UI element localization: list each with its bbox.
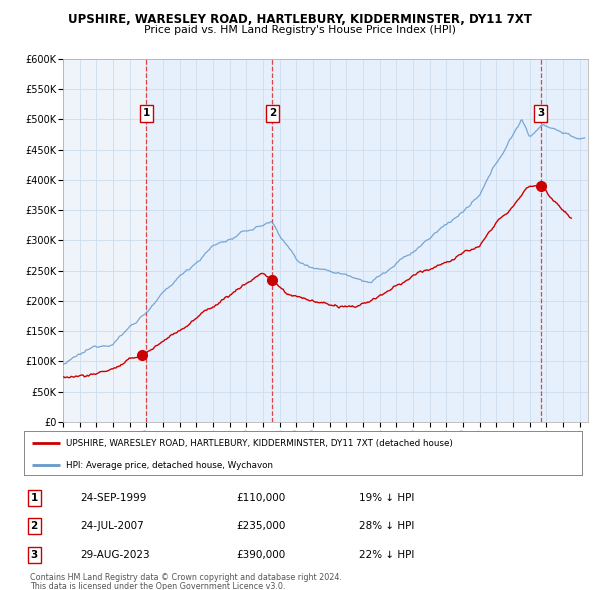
Text: 3: 3 [537,109,544,119]
Text: 2: 2 [269,109,276,119]
Text: 1: 1 [143,109,150,119]
Bar [146,59,272,422]
Text: £235,000: £235,000 [236,522,286,532]
Text: 19% ↓ HPI: 19% ↓ HPI [359,493,414,503]
Text: Contains HM Land Registry data © Crown copyright and database right 2024.: Contains HM Land Registry data © Crown c… [30,573,342,582]
Text: 24-JUL-2007: 24-JUL-2007 [80,522,143,532]
Text: £390,000: £390,000 [236,550,285,560]
Text: 24-SEP-1999: 24-SEP-1999 [80,493,146,503]
Text: UPSHIRE, WARESLEY ROAD, HARTLEBURY, KIDDERMINSTER, DY11 7XT (detached house): UPSHIRE, WARESLEY ROAD, HARTLEBURY, KIDD… [66,438,453,448]
Bar [541,59,588,422]
Text: Price paid vs. HM Land Registry's House Price Index (HPI): Price paid vs. HM Land Registry's House … [144,25,456,35]
Text: 29-AUG-2023: 29-AUG-2023 [80,550,149,560]
Text: UPSHIRE, WARESLEY ROAD, HARTLEBURY, KIDDERMINSTER, DY11 7XT: UPSHIRE, WARESLEY ROAD, HARTLEBURY, KIDD… [68,13,532,26]
Text: HPI: Average price, detached house, Wychavon: HPI: Average price, detached house, Wych… [66,461,273,470]
Text: 2: 2 [31,522,38,532]
Text: 28% ↓ HPI: 28% ↓ HPI [359,522,414,532]
Text: 3: 3 [31,550,38,560]
Text: 1: 1 [31,493,38,503]
Bar [272,59,541,422]
Text: 22% ↓ HPI: 22% ↓ HPI [359,550,414,560]
Text: This data is licensed under the Open Government Licence v3.0.: This data is licensed under the Open Gov… [30,582,286,590]
Text: £110,000: £110,000 [236,493,285,503]
